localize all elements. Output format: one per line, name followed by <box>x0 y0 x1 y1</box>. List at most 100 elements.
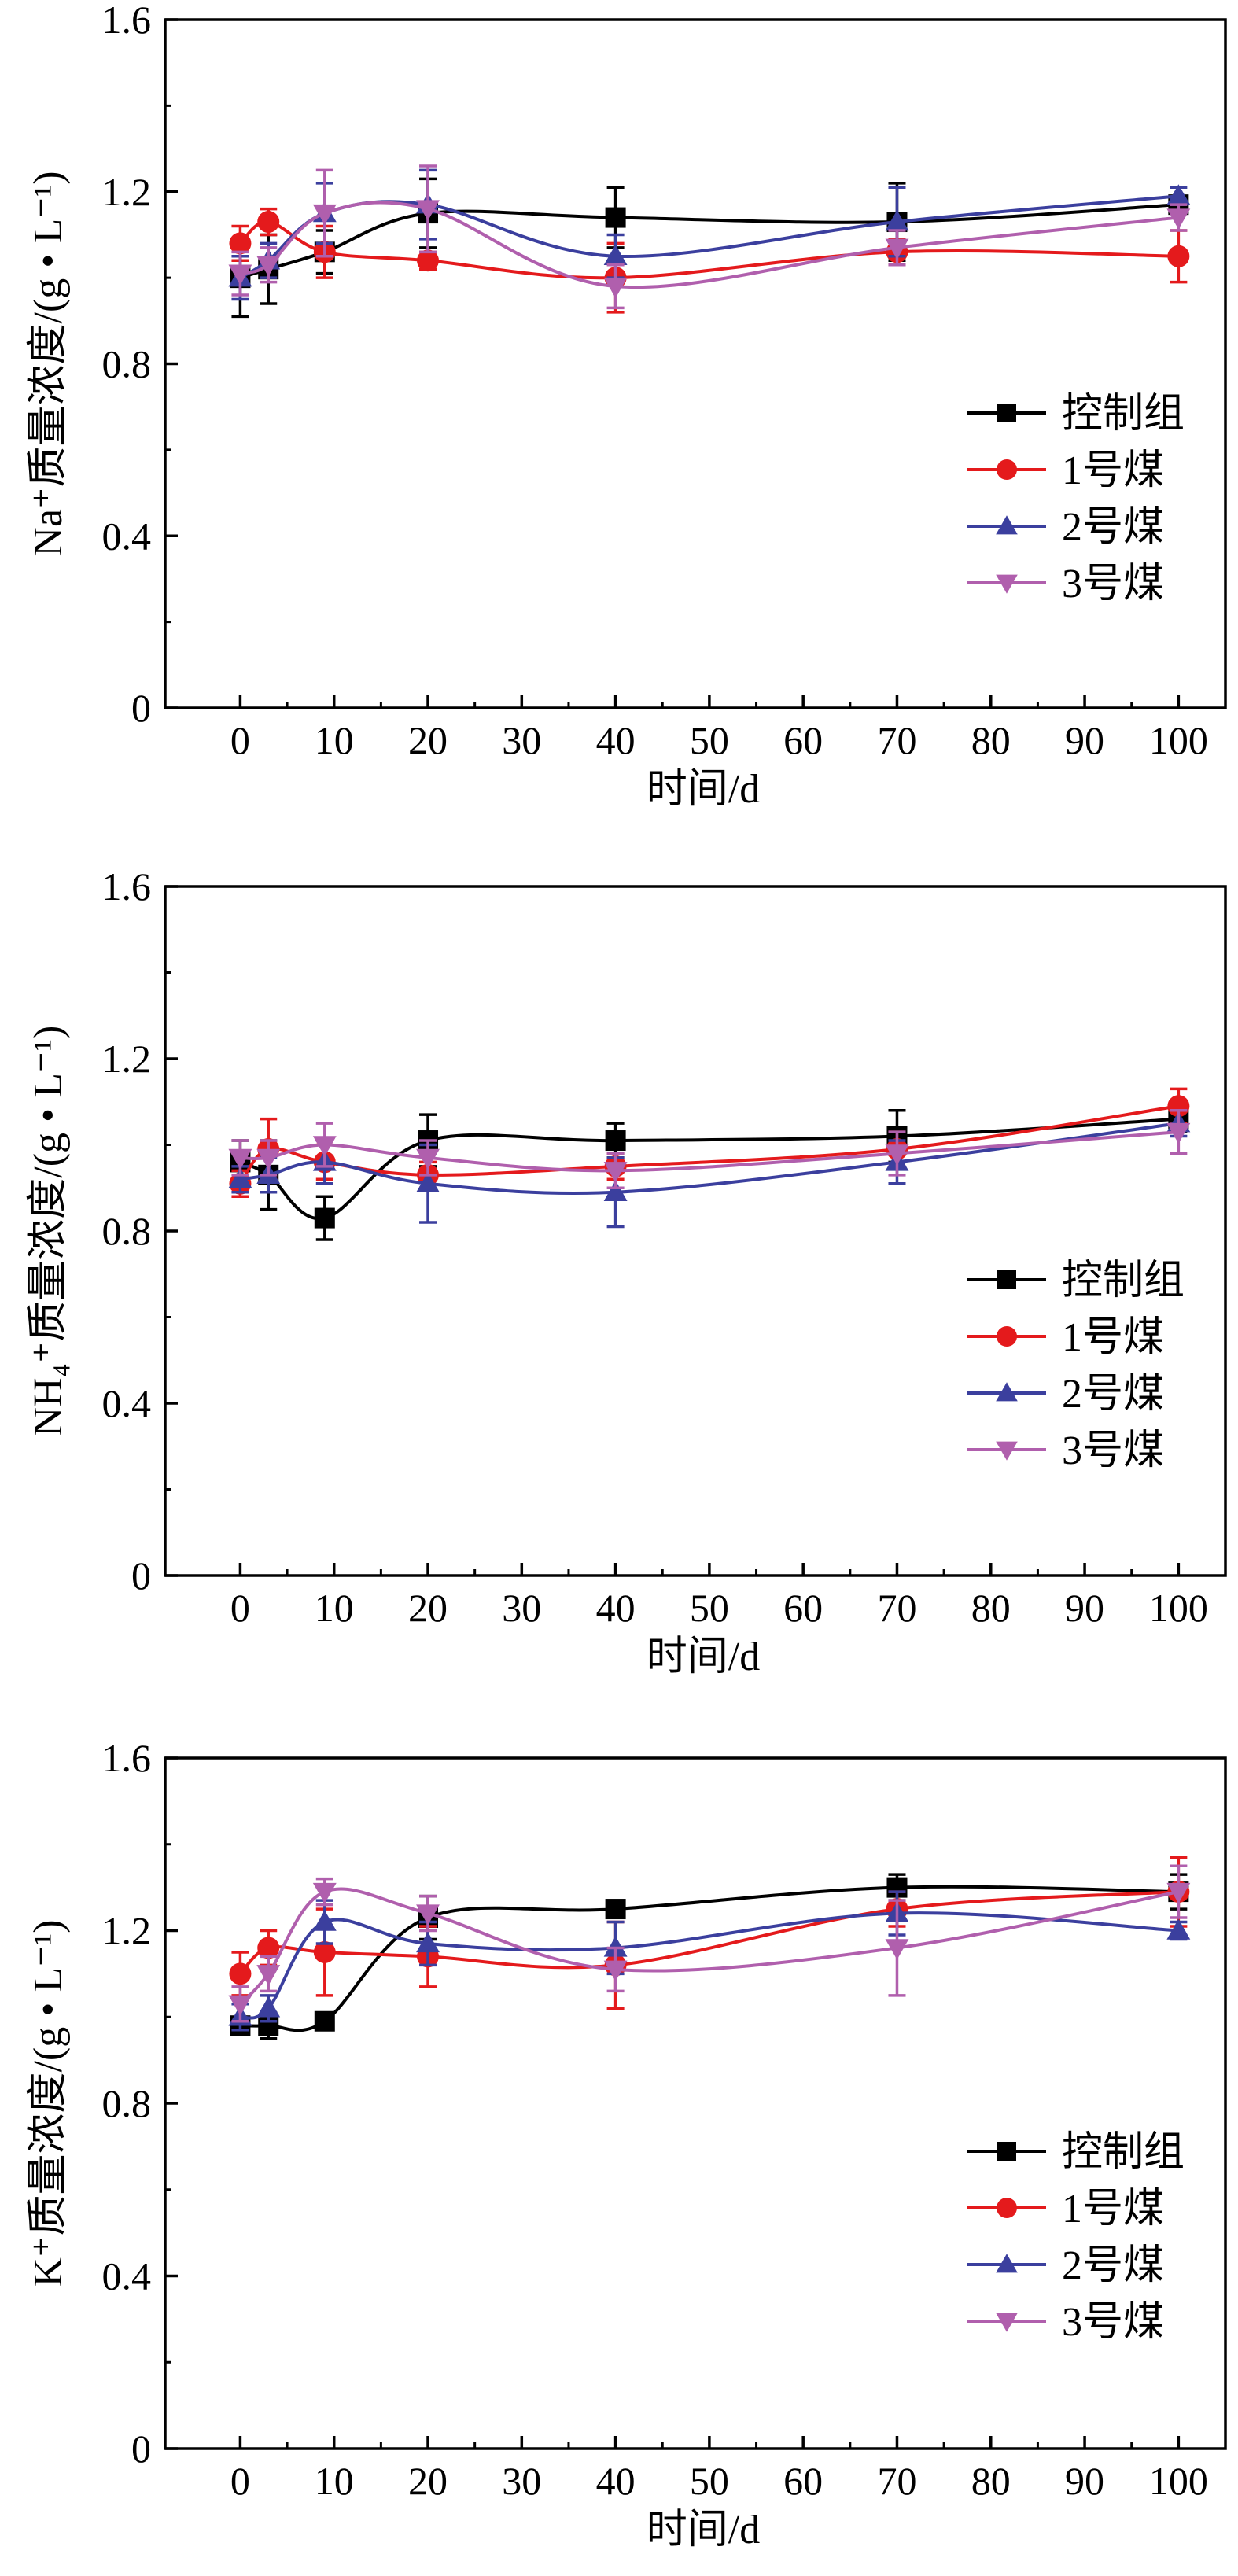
legend-label: 3号煤 <box>1062 562 1164 606</box>
legend-label: 2号煤 <box>1062 1372 1164 1417</box>
x-tick-label: 50 <box>690 1586 729 1630</box>
data-point <box>1166 208 1191 230</box>
legend-marker <box>997 2198 1017 2218</box>
x-tick-label: 80 <box>971 718 1011 762</box>
x-tick-label: 40 <box>596 1586 636 1630</box>
legend-label: 控制组 <box>1062 1259 1185 1303</box>
y-tick-label: 1.2 <box>102 170 152 214</box>
x-tick-label: 70 <box>877 718 916 762</box>
data-point <box>256 1996 281 2018</box>
y-axis-label: K⁺质量浓度/(g • L⁻¹) <box>26 1919 71 2287</box>
legend-label: 3号煤 <box>1062 1428 1164 1473</box>
x-tick-label: 80 <box>971 2459 1011 2503</box>
x-tick-label: 30 <box>502 2459 541 2503</box>
y-tick-label: 0 <box>131 2427 151 2471</box>
legend-marker <box>997 1326 1017 1347</box>
x-tick-label: 10 <box>315 2459 354 2503</box>
y-tick-label: 0.4 <box>102 2254 152 2298</box>
legend: 控制组 1号煤 2号煤 3号煤 <box>967 1259 1185 1473</box>
x-tick-label: 0 <box>230 1586 250 1630</box>
x-axis-label: 时间/d <box>647 767 760 812</box>
data-point <box>603 1162 628 1183</box>
data-point <box>256 1965 281 1986</box>
x-tick-label: 10 <box>315 718 354 762</box>
data-point <box>314 1207 335 1229</box>
legend-marker <box>996 1441 1018 1461</box>
x-tick-label: 70 <box>877 1586 916 1630</box>
data-point <box>885 1144 909 1166</box>
x-tick-label: 20 <box>408 718 448 762</box>
data-point <box>228 1167 252 1188</box>
data-point <box>229 232 252 255</box>
data-point <box>257 211 280 234</box>
data-point <box>1166 184 1191 205</box>
series-line <box>238 1890 1179 1975</box>
x-tick-label: 0 <box>230 2459 250 2503</box>
legend-marker <box>997 404 1016 422</box>
data-point <box>417 249 440 272</box>
data-point <box>228 1148 252 1170</box>
data-point <box>416 200 440 221</box>
chart-panel-2: 0 10 20 30 40 50 60 70 80 90 100 0 0.4 0.8 1.2 1.6 时间/d N… <box>26 864 1227 1679</box>
series-3 <box>228 1890 1191 2032</box>
chart-panel-3: 0 10 20 30 40 50 60 70 80 90 100 0 0.4 0.8 1.2 1.6 时间/d K… <box>26 1736 1227 2552</box>
data-point <box>885 1939 909 1960</box>
data-point <box>885 210 909 231</box>
series-line <box>239 1911 1179 2020</box>
data-point <box>416 1171 440 1192</box>
series-4 <box>228 1864 1191 2023</box>
y-axis-label: Na⁺质量浓度/(g • L⁻¹) <box>26 171 71 556</box>
data-point <box>228 264 252 286</box>
x-tick-label: 60 <box>783 1586 823 1630</box>
y-tick-label: 0.4 <box>102 514 152 558</box>
series-line <box>240 1122 1179 1195</box>
data-point <box>416 1904 440 1926</box>
y-tick-label: 1.2 <box>102 1037 152 1081</box>
x-tick-label: 70 <box>877 2459 916 2503</box>
data-point <box>885 238 909 260</box>
x-tick-label: 80 <box>971 1586 1011 1630</box>
y-tick-label: 0.8 <box>102 2081 152 2125</box>
data-point <box>416 1932 440 1953</box>
series-line <box>240 1130 1179 1173</box>
y-tick-label: 0 <box>131 686 151 730</box>
y-tick-label: 1.6 <box>102 864 152 908</box>
data-point <box>1166 1882 1191 1904</box>
legend-marker <box>997 1270 1016 1289</box>
data-point <box>313 1940 336 1963</box>
legend-marker <box>996 574 1018 594</box>
series-line <box>239 203 1179 280</box>
x-tick-label: 90 <box>1065 718 1104 762</box>
data-point <box>603 1180 628 1201</box>
x-tick-label: 100 <box>1149 1586 1208 1630</box>
data-point <box>416 1148 440 1170</box>
data-point <box>229 1962 252 1985</box>
x-axis-label: 时间/d <box>647 2508 760 2552</box>
y-tick-label: 0.4 <box>102 1381 152 1425</box>
legend: 控制组 1号煤 2号煤 3号煤 <box>967 392 1185 606</box>
legend: 控制组 1号煤 2号煤 3号煤 <box>967 2130 1185 2345</box>
x-tick-label: 0 <box>230 718 250 762</box>
series-line <box>238 1104 1179 1185</box>
x-axis-label: 时间/d <box>647 1634 760 1679</box>
series-line <box>239 194 1179 279</box>
data-point <box>312 1882 337 1904</box>
chart-panel-1: 0 10 20 30 40 50 60 70 80 90 100 0 0.4 0.8 1.2 1.6 时间/d N… <box>26 0 1227 812</box>
data-point <box>256 1148 281 1170</box>
legend-label: 3号煤 <box>1062 2300 1164 2345</box>
series-1 <box>230 177 1189 319</box>
legend-marker <box>996 2313 1018 2332</box>
y-tick-label: 1.6 <box>102 1736 152 1780</box>
data-point <box>1167 245 1190 267</box>
legend-marker <box>996 2254 1018 2273</box>
legend-label: 2号煤 <box>1062 2243 1164 2288</box>
data-point <box>603 244 628 265</box>
data-point <box>603 277 628 299</box>
data-point <box>603 1960 628 1981</box>
y-tick-label: 1.2 <box>102 1909 152 1953</box>
legend-label: 1号煤 <box>1062 1315 1164 1360</box>
x-tick-label: 50 <box>690 718 729 762</box>
y-tick-label: 0 <box>131 1553 151 1598</box>
data-point <box>605 1130 626 1152</box>
